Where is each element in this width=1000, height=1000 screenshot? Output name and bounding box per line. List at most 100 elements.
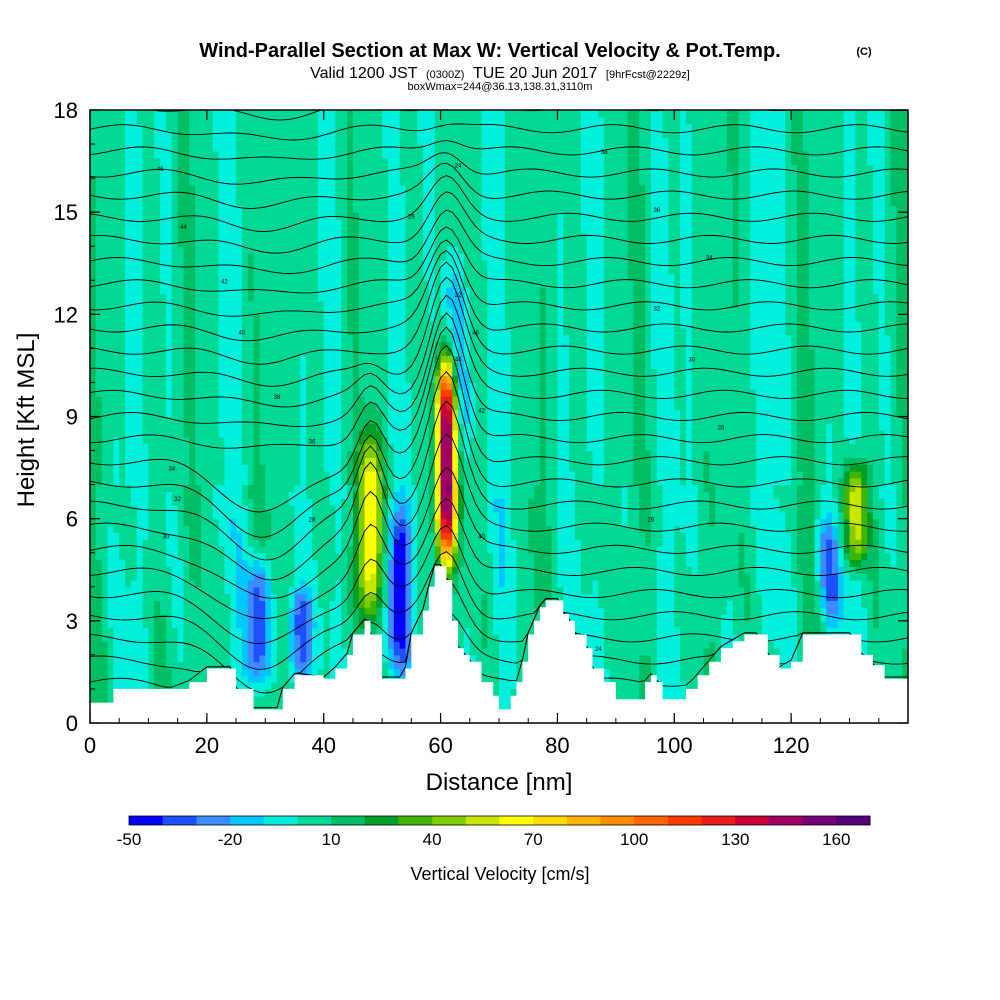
velocity-cell [201, 198, 208, 206]
velocity-cell [165, 416, 173, 424]
velocity-cell [382, 430, 389, 438]
velocity-cell [370, 253, 377, 261]
velocity-cell [387, 409, 395, 418]
velocity-cell [130, 198, 138, 206]
velocity-cell [230, 620, 237, 629]
velocity-cell [195, 402, 202, 411]
velocity-cell [335, 314, 342, 322]
velocity-cell [294, 491, 301, 499]
velocity-cell [312, 334, 319, 343]
velocity-cell [90, 225, 97, 234]
velocity-cell [247, 566, 255, 574]
velocity-cell [253, 600, 261, 608]
velocity-cell [335, 518, 342, 527]
velocity-cell [212, 566, 220, 574]
velocity-cell [101, 566, 109, 574]
velocity-cell [276, 525, 284, 533]
velocity-cell [236, 641, 243, 649]
velocity-cell [288, 273, 296, 281]
velocity-cell [265, 457, 272, 465]
velocity-cell [171, 470, 179, 479]
velocity-cell [306, 246, 313, 254]
velocity-cell [218, 593, 225, 601]
velocity-cell [276, 150, 284, 159]
velocity-cell [329, 334, 336, 343]
velocity-cell [95, 396, 103, 404]
velocity-cell [312, 402, 319, 411]
velocity-cell [95, 130, 103, 138]
velocity-cell [306, 375, 313, 384]
velocity-cell [218, 293, 225, 302]
velocity-cell [119, 477, 126, 486]
velocity-cell [206, 232, 214, 241]
velocity-cell [376, 593, 383, 601]
velocity-cell [107, 559, 114, 567]
velocity-cell [247, 314, 255, 322]
velocity-cell [364, 253, 372, 261]
velocity-cell [212, 498, 220, 506]
velocity-cell [370, 164, 377, 172]
velocity-cell [323, 150, 331, 159]
velocity-cell [335, 450, 342, 458]
velocity-cell [341, 436, 348, 445]
velocity-cell [119, 464, 126, 472]
velocity-cell [294, 423, 301, 431]
velocity-cell [282, 137, 290, 145]
velocity-cell [399, 470, 407, 479]
velocity-cell [393, 225, 401, 234]
velocity-cell [370, 436, 377, 445]
velocity-cell [160, 593, 167, 601]
velocity-cell [236, 239, 243, 247]
velocity-cell [382, 368, 389, 377]
velocity-cell [317, 436, 325, 445]
velocity-cell [241, 532, 249, 540]
velocity-cell [101, 144, 109, 152]
velocity-cell [317, 450, 325, 458]
velocity-cell [160, 218, 167, 227]
velocity-cell [136, 246, 144, 254]
velocity-cell [160, 232, 167, 241]
velocity-cell [393, 539, 401, 547]
velocity-cell [171, 498, 179, 506]
velocity-cell [358, 525, 366, 533]
velocity-cell [364, 123, 372, 132]
velocity-cell [329, 552, 336, 561]
velocity-cell [171, 511, 179, 520]
velocity-cell [341, 362, 348, 370]
velocity-cell [90, 579, 97, 588]
velocity-cell [212, 266, 220, 275]
velocity-cell [370, 559, 377, 567]
velocity-cell [230, 511, 237, 520]
velocity-cell [136, 150, 144, 159]
velocity-cell [130, 191, 138, 200]
velocity-cell [271, 246, 278, 254]
velocity-cell [294, 157, 301, 166]
velocity-cell [259, 232, 266, 241]
velocity-cell [90, 212, 97, 220]
velocity-cell [329, 409, 336, 418]
velocity-cell [376, 280, 383, 288]
velocity-cell [230, 184, 237, 193]
velocity-cell [113, 382, 120, 390]
velocity-cell [317, 579, 325, 588]
velocity-cell [335, 654, 342, 663]
velocity-cell [387, 593, 395, 601]
velocity-cell [276, 464, 284, 472]
velocity-cell [329, 280, 336, 288]
velocity-cell [113, 443, 120, 452]
velocity-cell [160, 573, 167, 581]
velocity-cell [312, 450, 319, 458]
velocity-cell [358, 409, 366, 418]
velocity-cell [306, 321, 313, 329]
velocity-cell [165, 470, 173, 479]
velocity-cell [136, 566, 144, 574]
velocity-cell [119, 321, 126, 329]
velocity-cell [352, 253, 360, 261]
velocity-cell [142, 552, 150, 561]
velocity-cell [276, 641, 284, 649]
velocity-cell [306, 484, 313, 493]
velocity-cell [212, 368, 220, 377]
velocity-cell [148, 682, 155, 690]
velocity-cell [195, 668, 202, 676]
velocity-cell [376, 389, 383, 397]
